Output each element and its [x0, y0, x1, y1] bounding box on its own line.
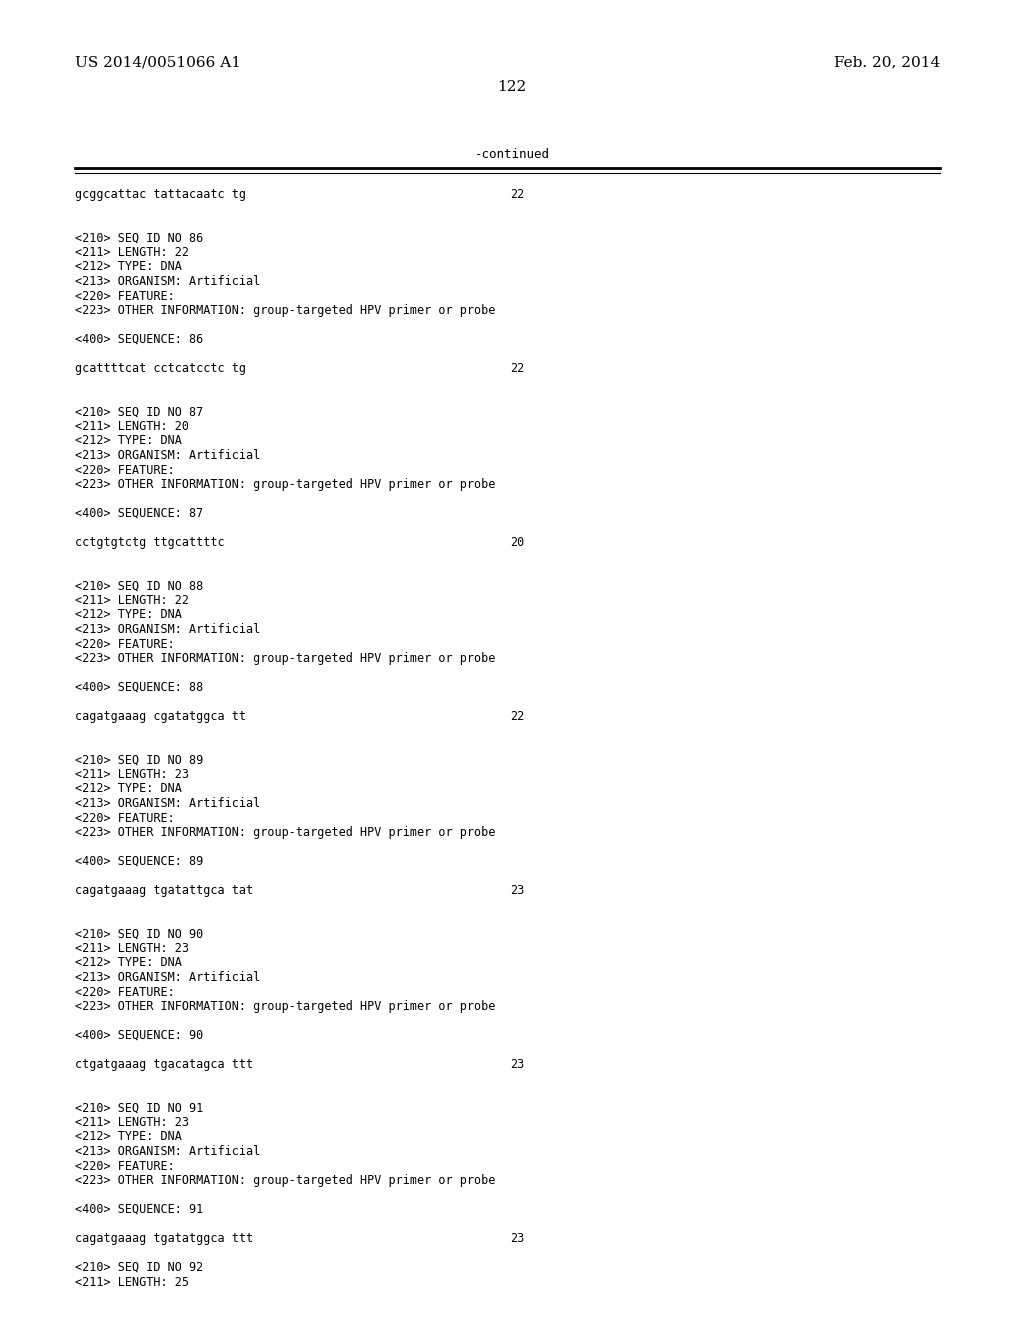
- Text: <210> SEQ ID NO 87: <210> SEQ ID NO 87: [75, 405, 203, 418]
- Text: cagatgaaag tgatatggca ttt: cagatgaaag tgatatggca ttt: [75, 1232, 253, 1245]
- Text: <220> FEATURE:: <220> FEATURE:: [75, 986, 175, 998]
- Text: 23: 23: [510, 1232, 524, 1245]
- Text: <210> SEQ ID NO 86: <210> SEQ ID NO 86: [75, 231, 203, 244]
- Text: 22: 22: [510, 710, 524, 723]
- Text: <223> OTHER INFORMATION: group-targeted HPV primer or probe: <223> OTHER INFORMATION: group-targeted …: [75, 1173, 496, 1187]
- Text: <213> ORGANISM: Artificial: <213> ORGANISM: Artificial: [75, 1144, 260, 1158]
- Text: ctgatgaaag tgacatagca ttt: ctgatgaaag tgacatagca ttt: [75, 1059, 253, 1071]
- Text: <220> FEATURE:: <220> FEATURE:: [75, 289, 175, 302]
- Text: US 2014/0051066 A1: US 2014/0051066 A1: [75, 55, 241, 69]
- Text: <212> TYPE: DNA: <212> TYPE: DNA: [75, 434, 182, 447]
- Text: 20: 20: [510, 536, 524, 549]
- Text: <213> ORGANISM: Artificial: <213> ORGANISM: Artificial: [75, 797, 260, 810]
- Text: <400> SEQUENCE: 90: <400> SEQUENCE: 90: [75, 1030, 203, 1041]
- Text: <210> SEQ ID NO 91: <210> SEQ ID NO 91: [75, 1101, 203, 1114]
- Text: <400> SEQUENCE: 87: <400> SEQUENCE: 87: [75, 507, 203, 520]
- Text: <211> LENGTH: 23: <211> LENGTH: 23: [75, 768, 189, 781]
- Text: <400> SEQUENCE: 89: <400> SEQUENCE: 89: [75, 855, 203, 869]
- Text: 23: 23: [510, 884, 524, 898]
- Text: gcggcattac tattacaatc tg: gcggcattac tattacaatc tg: [75, 187, 246, 201]
- Text: <212> TYPE: DNA: <212> TYPE: DNA: [75, 957, 182, 969]
- Text: 22: 22: [510, 362, 524, 375]
- Text: cagatgaaag tgatattgca tat: cagatgaaag tgatattgca tat: [75, 884, 253, 898]
- Text: <220> FEATURE:: <220> FEATURE:: [75, 1159, 175, 1172]
- Text: <223> OTHER INFORMATION: group-targeted HPV primer or probe: <223> OTHER INFORMATION: group-targeted …: [75, 478, 496, 491]
- Text: <210> SEQ ID NO 89: <210> SEQ ID NO 89: [75, 754, 203, 767]
- Text: <213> ORGANISM: Artificial: <213> ORGANISM: Artificial: [75, 449, 260, 462]
- Text: <223> OTHER INFORMATION: group-targeted HPV primer or probe: <223> OTHER INFORMATION: group-targeted …: [75, 304, 496, 317]
- Text: <212> TYPE: DNA: <212> TYPE: DNA: [75, 783, 182, 796]
- Text: -continued: -continued: [474, 148, 550, 161]
- Text: <210> SEQ ID NO 90: <210> SEQ ID NO 90: [75, 928, 203, 940]
- Text: 22: 22: [510, 187, 524, 201]
- Text: 122: 122: [498, 81, 526, 94]
- Text: <223> OTHER INFORMATION: group-targeted HPV primer or probe: <223> OTHER INFORMATION: group-targeted …: [75, 1001, 496, 1012]
- Text: 23: 23: [510, 1059, 524, 1071]
- Text: Feb. 20, 2014: Feb. 20, 2014: [834, 55, 940, 69]
- Text: <212> TYPE: DNA: <212> TYPE: DNA: [75, 609, 182, 622]
- Text: <213> ORGANISM: Artificial: <213> ORGANISM: Artificial: [75, 623, 260, 636]
- Text: gcattttcat cctcatcctc tg: gcattttcat cctcatcctc tg: [75, 362, 246, 375]
- Text: <211> LENGTH: 25: <211> LENGTH: 25: [75, 1275, 189, 1288]
- Text: <211> LENGTH: 20: <211> LENGTH: 20: [75, 420, 189, 433]
- Text: <223> OTHER INFORMATION: group-targeted HPV primer or probe: <223> OTHER INFORMATION: group-targeted …: [75, 652, 496, 665]
- Text: <210> SEQ ID NO 88: <210> SEQ ID NO 88: [75, 579, 203, 593]
- Text: <212> TYPE: DNA: <212> TYPE: DNA: [75, 260, 182, 273]
- Text: cagatgaaag cgatatggca tt: cagatgaaag cgatatggca tt: [75, 710, 246, 723]
- Text: <210> SEQ ID NO 92: <210> SEQ ID NO 92: [75, 1261, 203, 1274]
- Text: cctgtgtctg ttgcattttc: cctgtgtctg ttgcattttc: [75, 536, 224, 549]
- Text: <220> FEATURE:: <220> FEATURE:: [75, 812, 175, 825]
- Text: <212> TYPE: DNA: <212> TYPE: DNA: [75, 1130, 182, 1143]
- Text: <211> LENGTH: 23: <211> LENGTH: 23: [75, 1115, 189, 1129]
- Text: <400> SEQUENCE: 86: <400> SEQUENCE: 86: [75, 333, 203, 346]
- Text: <211> LENGTH: 22: <211> LENGTH: 22: [75, 246, 189, 259]
- Text: <400> SEQUENCE: 91: <400> SEQUENCE: 91: [75, 1203, 203, 1216]
- Text: <213> ORGANISM: Artificial: <213> ORGANISM: Artificial: [75, 275, 260, 288]
- Text: <400> SEQUENCE: 88: <400> SEQUENCE: 88: [75, 681, 203, 694]
- Text: <211> LENGTH: 23: <211> LENGTH: 23: [75, 942, 189, 954]
- Text: <223> OTHER INFORMATION: group-targeted HPV primer or probe: <223> OTHER INFORMATION: group-targeted …: [75, 826, 496, 840]
- Text: <220> FEATURE:: <220> FEATURE:: [75, 638, 175, 651]
- Text: <213> ORGANISM: Artificial: <213> ORGANISM: Artificial: [75, 972, 260, 983]
- Text: <211> LENGTH: 22: <211> LENGTH: 22: [75, 594, 189, 607]
- Text: <220> FEATURE:: <220> FEATURE:: [75, 463, 175, 477]
